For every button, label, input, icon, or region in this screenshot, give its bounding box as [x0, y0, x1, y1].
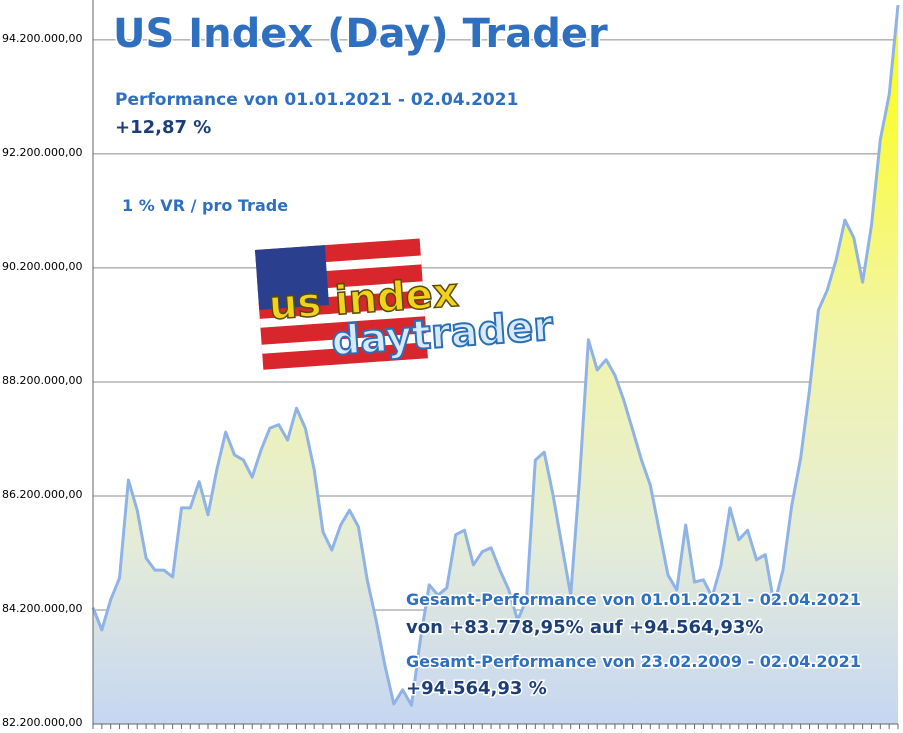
y-tick-label: 82.200.000,00 — [2, 716, 82, 729]
annotation: +94.564,93 % — [406, 678, 547, 699]
y-tick-label: 92.200.000,00 — [2, 146, 82, 159]
flag-canton — [255, 245, 330, 310]
annotation: Gesamt-Performance von 01.01.2021 - 02.0… — [406, 590, 861, 609]
annotation: Gesamt-Performance von 23.02.2009 - 02.0… — [406, 652, 861, 671]
y-tick-label: 88.200.000,00 — [2, 374, 82, 387]
y-tick-label: 84.200.000,00 — [2, 602, 82, 615]
y-tick-label: 94.200.000,00 — [2, 32, 82, 45]
annotation: von +83.778,95% auf +94.564,93% — [406, 617, 763, 638]
chart-title: US Index (Day) Trader — [113, 11, 608, 57]
y-tick-label: 90.200.000,00 — [2, 260, 82, 273]
area — [93, 5, 898, 725]
y-tick-label: 86.200.000,00 — [2, 488, 82, 501]
line — [91, 4, 900, 707]
annotation: 1 % VR / pro Trade — [122, 196, 288, 215]
annotation: +12,87 % — [115, 117, 211, 138]
annotation: Performance von 01.01.2021 - 02.04.2021 — [115, 90, 518, 110]
flag-stripe — [259, 307, 426, 328]
logo: us index daytrader — [255, 238, 556, 370]
flag-stripe — [261, 333, 427, 354]
